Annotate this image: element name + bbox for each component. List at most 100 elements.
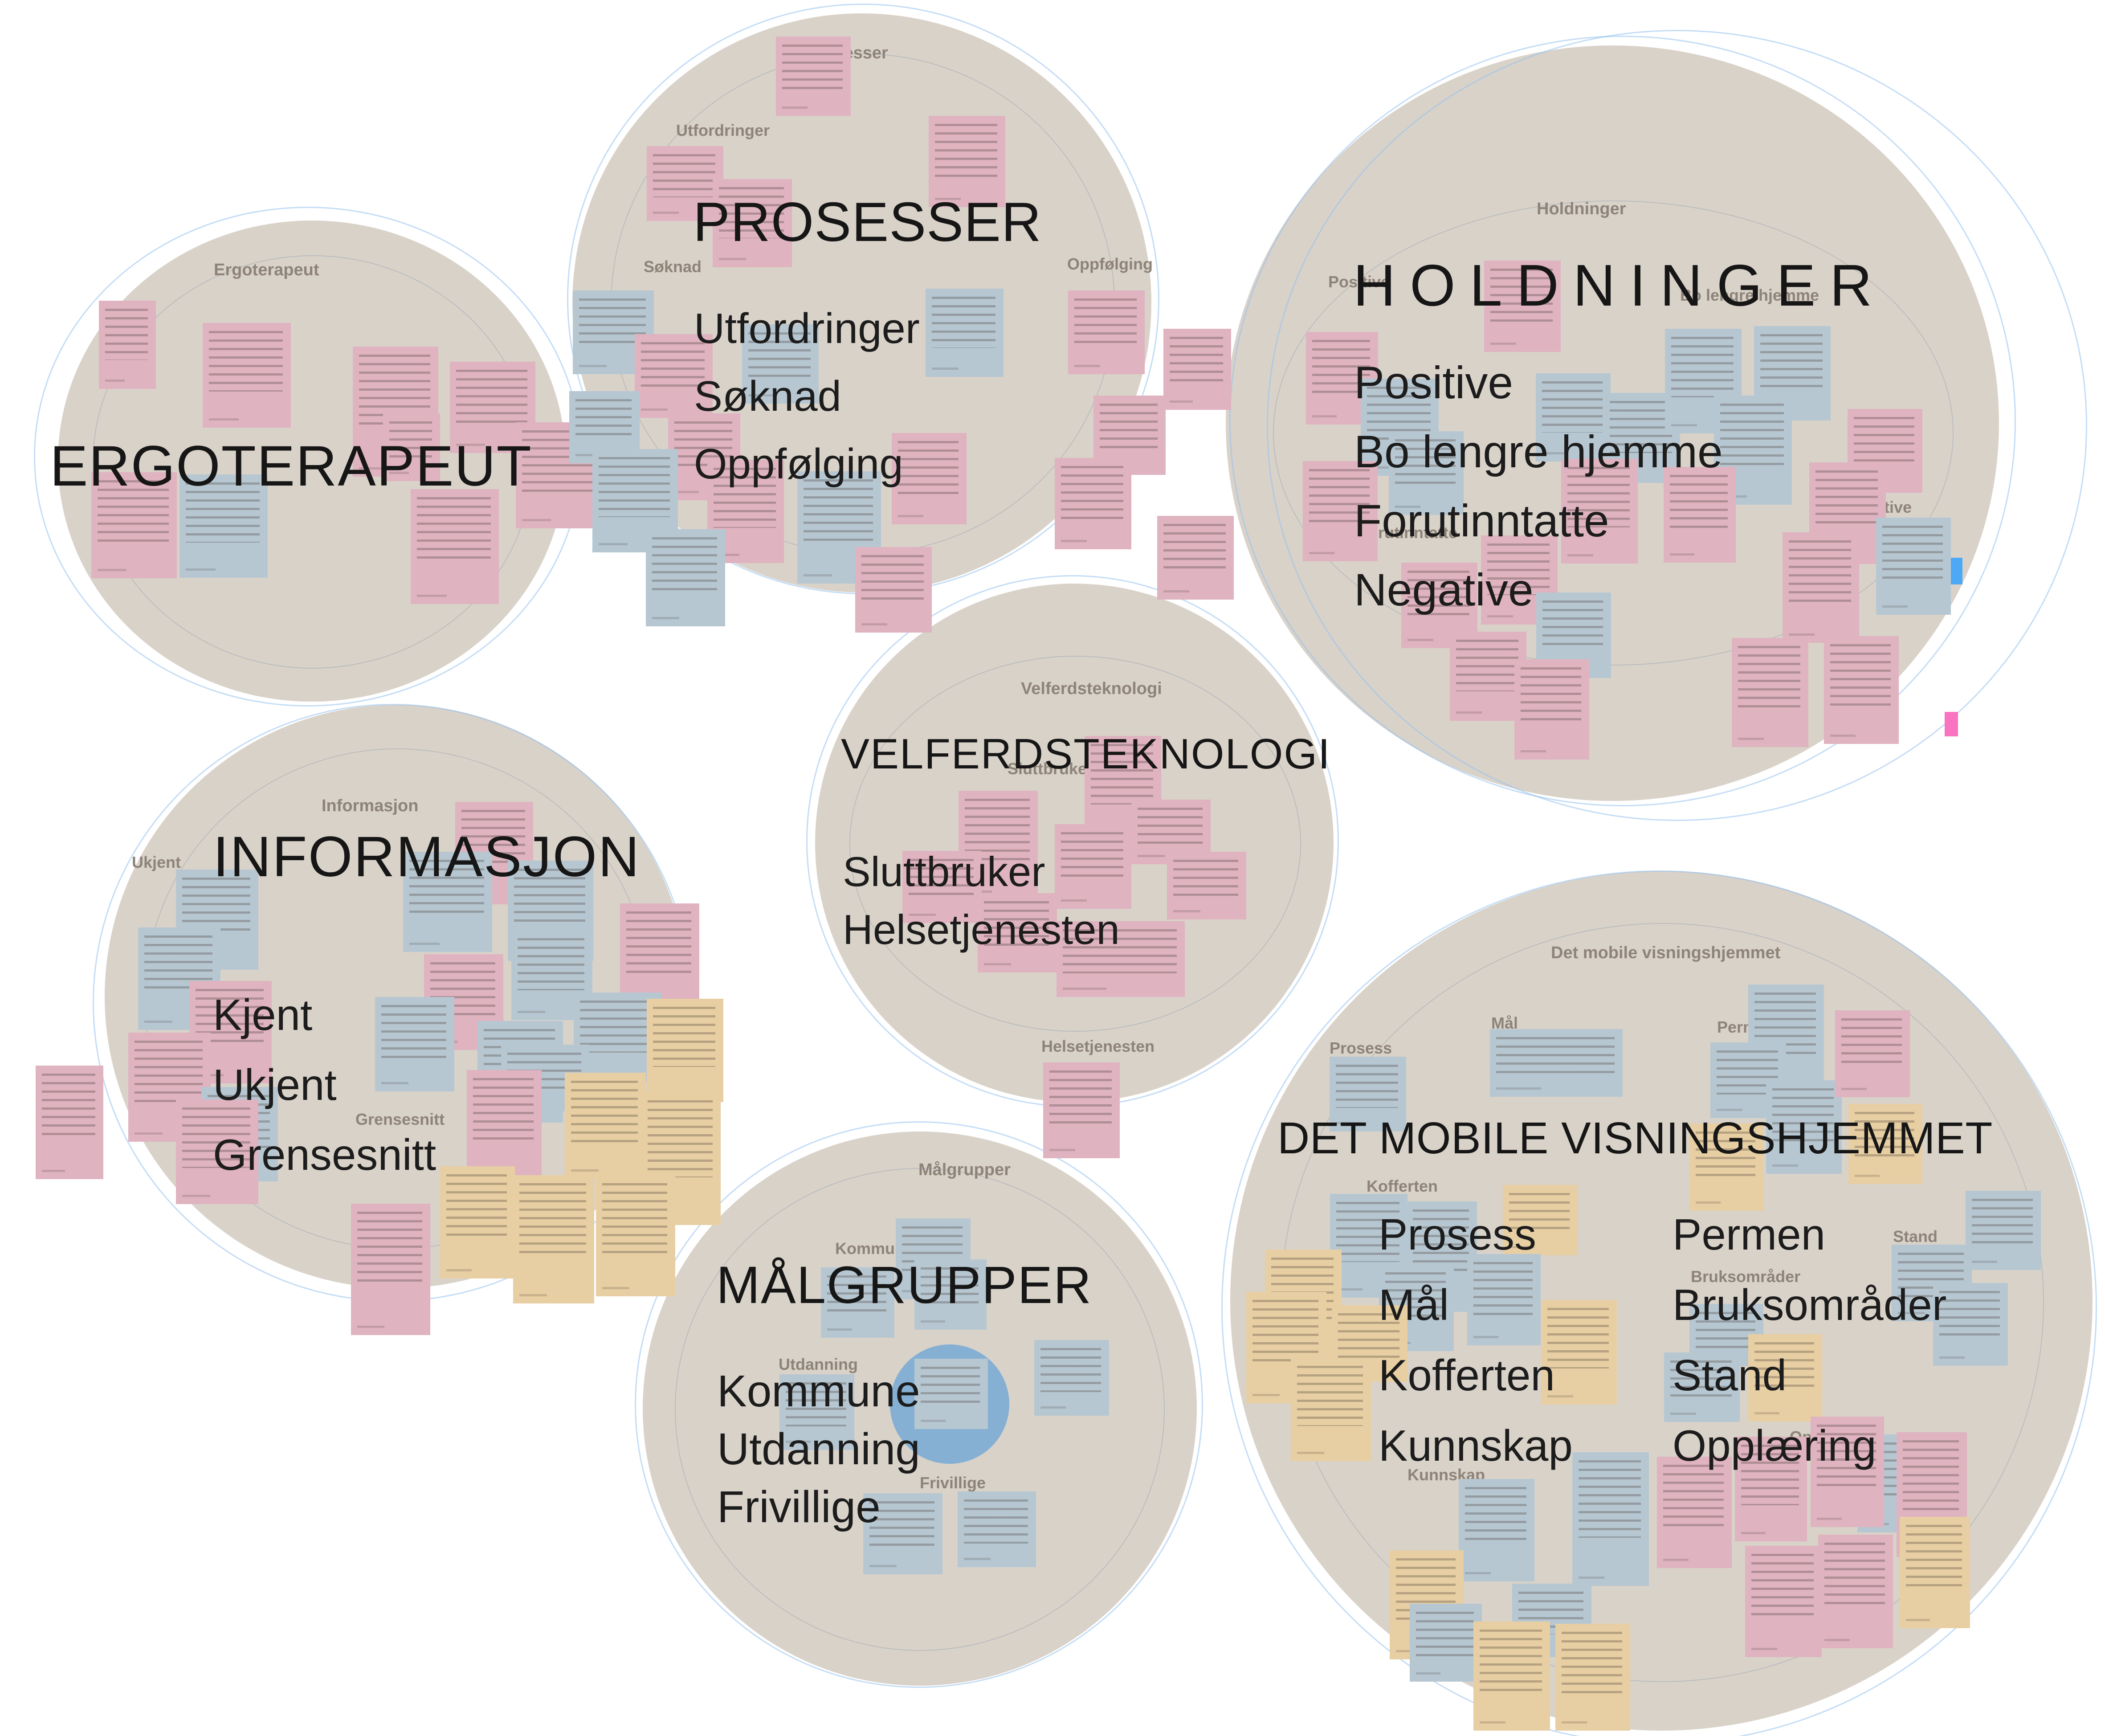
sticky-note[interactable]: [1824, 636, 1899, 744]
sticky-note[interactable]: [1848, 1104, 1922, 1184]
sticky-note[interactable]: [892, 433, 967, 524]
sticky-note[interactable]: [1068, 290, 1145, 374]
sticky-note[interactable]: [403, 852, 492, 952]
zone-label-frivillige[interactable]: Frivillige: [920, 1474, 986, 1492]
sticky-note[interactable]: [1555, 1624, 1630, 1731]
sticky-note[interactable]: [707, 460, 784, 563]
list-item-utfordringer[interactable]: Utfordringer: [694, 305, 920, 352]
list-item-helsetjenesten[interactable]: Helsetjenesten: [843, 906, 1120, 953]
sticky-note[interactable]: [513, 1175, 594, 1303]
list-item-oppl-ring[interactable]: Opplæring: [1673, 1421, 1877, 1470]
sticky-note[interactable]: [1811, 1417, 1884, 1527]
sticky-note[interactable]: [646, 529, 725, 626]
sticky-note[interactable]: [914, 1259, 987, 1330]
sticky-note[interactable]: [647, 146, 723, 221]
list-item-m-l[interactable]: Mål: [1379, 1280, 1449, 1329]
sticky-note[interactable]: [742, 324, 819, 404]
sticky-note[interactable]: [467, 1070, 542, 1182]
sticky-note[interactable]: [1389, 431, 1464, 515]
sticky-note[interactable]: [1157, 516, 1234, 600]
list-item-oppf-lging[interactable]: Oppfølging: [694, 440, 903, 488]
cluster-title-prosesser[interactable]: PROSESSER: [693, 192, 1042, 253]
zone-label-oppf-lging[interactable]: Oppfølging: [1067, 255, 1153, 273]
zone-label-ukjent[interactable]: Ukjent: [132, 853, 181, 871]
list-item-kjent[interactable]: Kjent: [213, 990, 313, 1039]
sticky-note[interactable]: [1657, 1457, 1732, 1568]
list-item-s-knad[interactable]: Søknad: [694, 372, 841, 420]
sticky-note[interactable]: [797, 471, 881, 584]
sticky-note[interactable]: [1410, 1604, 1482, 1682]
sticky-note[interactable]: [1291, 1358, 1371, 1461]
sticky-note[interactable]: [128, 1033, 211, 1142]
zone-label-positive[interactable]: Positive: [1328, 273, 1390, 291]
sticky-note[interactable]: [1467, 1254, 1541, 1345]
cluster-title-velferdsteknologi[interactable]: VELFERDSTEKNOLOGI: [841, 730, 1331, 778]
sticky-note[interactable]: [1536, 373, 1611, 462]
sticky-note[interactable]: [1303, 461, 1378, 561]
sticky-note[interactable]: [440, 1166, 515, 1279]
list-item-ukjent[interactable]: Ukjent: [213, 1060, 337, 1109]
zone-label-s-knad[interactable]: Søknad: [644, 257, 702, 276]
sticky-note[interactable]: [36, 1066, 103, 1179]
list-item-bruksomr-der[interactable]: Bruksområder: [1673, 1280, 1947, 1329]
sticky-note[interactable]: [1735, 1437, 1807, 1541]
sticky-note[interactable]: [902, 851, 982, 923]
sticky-note[interactable]: [1490, 1029, 1623, 1097]
zone-label-kofferten[interactable]: Kofferten: [1367, 1177, 1438, 1195]
list-item-permen[interactable]: Permen: [1673, 1210, 1826, 1259]
zone-label-informasjon[interactable]: Informasjon: [322, 797, 419, 815]
sticky-note[interactable]: [565, 1073, 646, 1179]
zone-label-ergoterapeut[interactable]: Ergoterapeut: [214, 261, 319, 279]
sticky-note[interactable]: [1933, 1283, 2008, 1366]
cluster-title-holdninger[interactable]: HOLDNINGER: [1353, 253, 1886, 318]
sticky-note[interactable]: [375, 997, 454, 1091]
sticky-note[interactable]: [1745, 1546, 1822, 1657]
zone-label-utfordringer[interactable]: Utfordringer: [676, 121, 770, 139]
sticky-note[interactable]: [1766, 1080, 1842, 1174]
sticky-note[interactable]: [179, 474, 268, 578]
cluster-title-malgrupper[interactable]: MÅLGRUPPER: [716, 1256, 1092, 1315]
sticky-note[interactable]: [641, 1092, 721, 1225]
sticky-note[interactable]: [821, 1267, 894, 1338]
sticky-note[interactable]: [776, 37, 851, 116]
sticky-note[interactable]: [1043, 1062, 1120, 1158]
sticky-note[interactable]: [176, 1099, 258, 1204]
sticky-note[interactable]: [1459, 1479, 1534, 1581]
sticky-note[interactable]: [1876, 518, 1951, 615]
sticky-note[interactable]: [1689, 1123, 1763, 1211]
list-item-bo-lengre-hjemme[interactable]: Bo lengre hjemme: [1354, 426, 1723, 477]
sticky-note[interactable]: [929, 116, 1005, 207]
cluster-title-det-mobile-visningshjemmet[interactable]: DET MOBILE VISNINGSHJEMMET: [1277, 1113, 1993, 1163]
zone-label-holdninger[interactable]: Holdninger: [1537, 200, 1626, 218]
sticky-note[interactable]: [1055, 824, 1131, 909]
list-item-kunnskap[interactable]: Kunnskap: [1379, 1421, 1573, 1470]
sticky-note[interactable]: [383, 413, 440, 481]
sticky-note[interactable]: [779, 1374, 854, 1450]
list-item-stand[interactable]: Stand: [1673, 1351, 1787, 1400]
sticky-note[interactable]: [1167, 852, 1246, 919]
sticky-note[interactable]: [855, 547, 932, 633]
cluster-title-ergoterapeut[interactable]: ERGOTERAPEUT: [50, 434, 532, 498]
zone-label-m-lgrupper[interactable]: Målgrupper: [918, 1160, 1011, 1179]
list-item-kofferten[interactable]: Kofferten: [1379, 1351, 1555, 1400]
sticky-note[interactable]: [978, 893, 1057, 972]
zone-label-det-mobile-visningshjemmet[interactable]: Det mobile visningshjemmet: [1551, 944, 1781, 962]
sticky-note[interactable]: [1748, 1334, 1822, 1421]
sticky-note[interactable]: [1541, 1300, 1617, 1405]
sticky-note[interactable]: [635, 334, 713, 418]
sticky-note[interactable]: [620, 903, 699, 1009]
sticky-note[interactable]: [1401, 563, 1477, 648]
sticky-note[interactable]: [99, 301, 156, 389]
sticky-note[interactable]: [1514, 659, 1589, 760]
sticky-note[interactable]: [1473, 1622, 1550, 1731]
sticky-note[interactable]: [1900, 1517, 1970, 1628]
sticky-note[interactable]: [91, 472, 177, 578]
sticky-note[interactable]: [1835, 1010, 1910, 1097]
sticky-note[interactable]: [1450, 632, 1526, 721]
sticky-note[interactable]: [1407, 1201, 1477, 1312]
list-item-grensesnitt[interactable]: Grensesnitt: [213, 1130, 437, 1179]
sticky-note[interactable]: [203, 323, 291, 428]
sticky-note[interactable]: [1572, 1452, 1649, 1586]
sticky-note[interactable]: [668, 413, 740, 500]
